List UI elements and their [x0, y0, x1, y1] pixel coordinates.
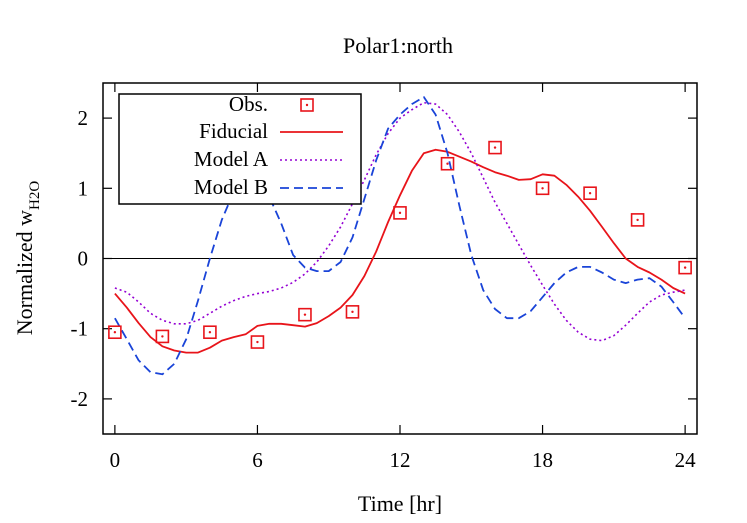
x-axis-ticks: 0 6 12 18 24 [110, 83, 696, 472]
x-axis-label: Time [hr] [358, 491, 442, 516]
series-layer [108, 96, 692, 376]
data-point-obs [393, 206, 407, 220]
x-tick-label: 12 [390, 448, 411, 472]
series-line-fiducial [114, 148, 686, 354]
x-tick-label: 6 [252, 448, 263, 472]
y-tick-label: 1 [78, 176, 89, 200]
y-tick-label: 0 [78, 247, 89, 271]
legend-marker-obs [300, 98, 314, 112]
y-axis-label-subscript: H2O [27, 181, 43, 210]
data-point-obs [298, 307, 312, 322]
series-line-model-a [114, 101, 686, 342]
x-tick-label: 0 [110, 448, 121, 472]
legend-label-fiducial: Fiducial [199, 119, 268, 143]
data-point-obs [535, 181, 550, 196]
data-point-obs [108, 325, 122, 340]
y-axis-label-main: Normalized w [12, 210, 37, 335]
data-point-obs [203, 325, 217, 340]
series-line-model-b [114, 96, 686, 376]
data-point-obs [630, 213, 645, 227]
legend: Obs. Fiducial Model A Model B [118, 92, 362, 205]
y-tick-label: -2 [71, 387, 89, 411]
data-point-obs [155, 329, 170, 344]
data-point-obs [583, 186, 597, 201]
data-point-obs [250, 335, 265, 349]
x-tick-label: 24 [675, 448, 697, 472]
data-point-obs [678, 260, 692, 275]
y-tick-label: 2 [78, 106, 89, 130]
legend-label-obs: Obs. [229, 92, 268, 116]
y-axis-ticks: -2 -1 0 1 2 [71, 106, 697, 411]
data-point-obs [440, 156, 455, 171]
data-point-obs [345, 305, 360, 319]
chart-title: Polar1:north [343, 33, 453, 58]
legend-box [118, 93, 362, 205]
x-tick-label: 18 [532, 448, 553, 472]
data-point-obs [488, 140, 502, 155]
y-axis-label: Normalized wH2O [12, 181, 43, 336]
legend-label-model-b: Model B [194, 175, 268, 199]
y-tick-label: -1 [71, 317, 89, 341]
legend-label-model-a: Model A [194, 147, 269, 171]
